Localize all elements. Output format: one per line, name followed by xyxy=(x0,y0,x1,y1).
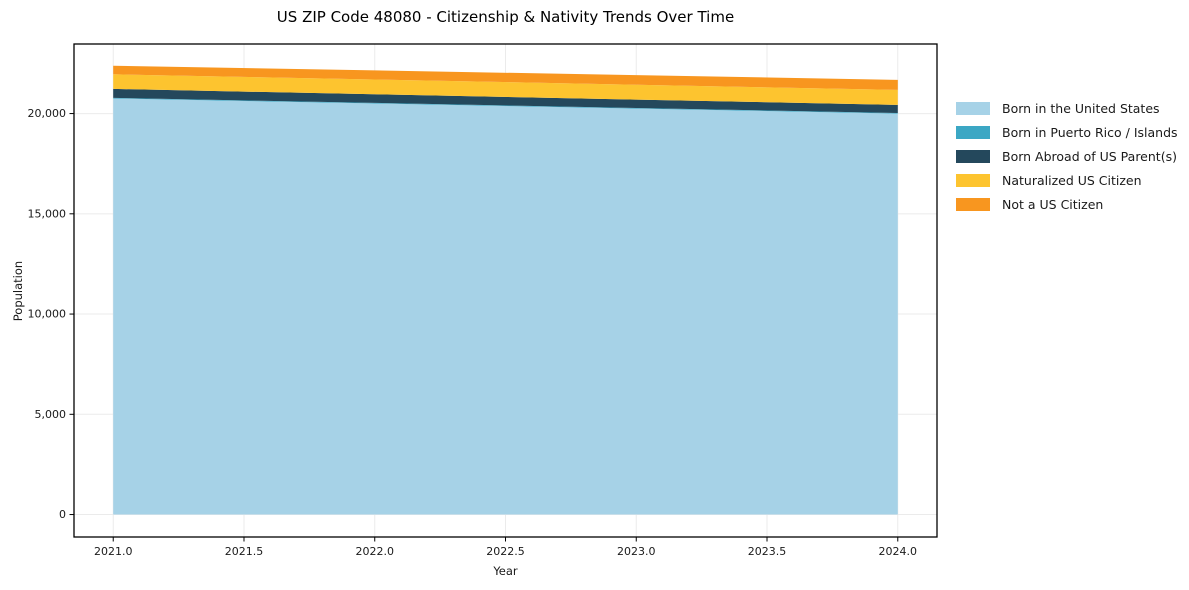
legend-label: Naturalized US Citizen xyxy=(1002,172,1142,188)
x-tick-label: 2021.5 xyxy=(225,545,264,558)
area-series-1 xyxy=(113,97,898,114)
x-tick-label: 2022.5 xyxy=(486,545,525,558)
x-tick-label: 2023.5 xyxy=(748,545,787,558)
legend-swatch xyxy=(956,101,990,115)
chart-title: US ZIP Code 48080 - Citizenship & Nativi… xyxy=(276,8,735,26)
x-tick-label: 2024.0 xyxy=(879,545,918,558)
y-tick-label: 0 xyxy=(59,508,66,521)
y-axis-label: Population xyxy=(11,260,25,322)
y-tick-label: 10,000 xyxy=(28,308,67,321)
legend-label: Not a US Citizen xyxy=(1002,196,1104,212)
area-series-2 xyxy=(113,88,898,113)
legend-label: Born in the United States xyxy=(1002,100,1160,116)
legend-item: Born in Puerto Rico / Islands xyxy=(956,124,1178,140)
area-series-4 xyxy=(113,65,898,90)
legend-item: Born in the United States xyxy=(956,100,1178,116)
area-series-0 xyxy=(113,98,898,515)
y-tick-label: 15,000 xyxy=(28,207,67,220)
legend-swatch xyxy=(956,197,990,211)
legend-item: Born Abroad of US Parent(s) xyxy=(956,148,1178,164)
y-tick-label: 20,000 xyxy=(28,107,67,120)
area-series-3 xyxy=(113,74,898,105)
x-tick-label: 2023.0 xyxy=(617,545,656,558)
legend: Born in the United States Born in Puerto … xyxy=(956,100,1178,212)
x-axis-label: Year xyxy=(493,564,518,578)
legend-item: Naturalized US Citizen xyxy=(956,172,1178,188)
legend-label: Born Abroad of US Parent(s) xyxy=(1002,148,1177,164)
y-tick-label: 5,000 xyxy=(35,408,67,421)
legend-label: Born in Puerto Rico / Islands xyxy=(1002,124,1178,140)
x-tick-label: 2021.0 xyxy=(94,545,133,558)
legend-item: Not a US Citizen xyxy=(956,196,1178,212)
legend-swatch xyxy=(956,173,990,187)
legend-swatch xyxy=(956,149,990,163)
x-tick-label: 2022.0 xyxy=(355,545,394,558)
legend-swatch xyxy=(956,125,990,139)
